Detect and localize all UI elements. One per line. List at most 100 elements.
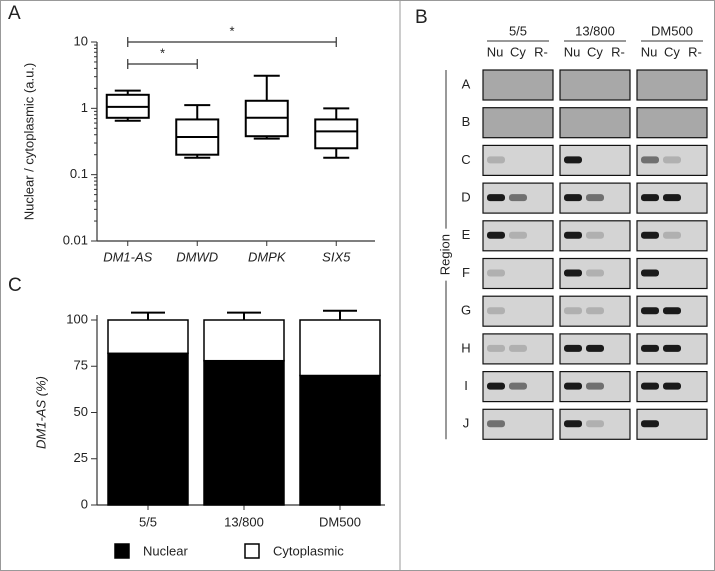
gel-band (586, 420, 604, 428)
bar-segment (203, 359, 285, 506)
gel-lane-box (559, 107, 631, 139)
gel-band (586, 269, 604, 277)
y-tick-label: 0 (81, 496, 88, 511)
gel-band (641, 156, 659, 164)
x-tick-label: 13/800 (224, 514, 264, 529)
row-label: I (464, 378, 468, 393)
gel-band (487, 269, 505, 277)
x-tick-label: DM500 (319, 514, 361, 529)
gel-band (586, 344, 604, 352)
gel-band (564, 269, 582, 277)
panel-letter: C (8, 275, 22, 296)
group-label: 5/5 (509, 23, 527, 38)
gel-band (564, 382, 582, 390)
gel-band (487, 344, 505, 352)
legend-swatch (114, 543, 130, 559)
group-label: DM500 (651, 23, 693, 38)
box (314, 118, 359, 150)
panel-letter: A (8, 3, 21, 24)
lane-label: Cy (587, 44, 603, 59)
gel-band (564, 307, 582, 315)
row-label: G (461, 303, 471, 318)
row-label: J (463, 416, 470, 431)
gel-band (641, 420, 659, 428)
lane-label: Cy (664, 44, 680, 59)
gel-lane-box (636, 69, 708, 101)
gel-band (586, 307, 604, 315)
row-label: D (461, 190, 470, 205)
x-tick-label: DMWD (176, 249, 218, 264)
lane-label: Nu (641, 44, 658, 59)
gel-band (564, 344, 582, 352)
gel-band (663, 156, 681, 164)
gel-band (509, 344, 527, 352)
group-label: 13/800 (575, 23, 615, 38)
legend-swatch (244, 543, 260, 559)
y-tick-label: 0.1 (70, 166, 88, 181)
gel-lane-box (636, 107, 708, 139)
bar-segment (203, 319, 285, 362)
lane-label: Nu (487, 44, 504, 59)
y-axis-label: Nuclear / cytoplasmic (a.u.) (21, 63, 36, 221)
lane-label: R- (611, 44, 625, 59)
x-tick-label: DM1-AS (103, 249, 152, 264)
gel-lane-box (482, 69, 554, 101)
gel-band (663, 307, 681, 315)
y-tick-label: 50 (74, 404, 88, 419)
y-tick-label: 100 (66, 311, 88, 326)
panel-letter: B (415, 7, 428, 28)
y-tick-label: 25 (74, 450, 88, 465)
bar-segment (299, 374, 381, 506)
row-label: C (461, 152, 470, 167)
gel-band (509, 382, 527, 390)
x-tick-label: 5/5 (139, 514, 157, 529)
row-label: A (462, 76, 471, 91)
y-tick-label: 75 (74, 358, 88, 373)
gel-band (663, 382, 681, 390)
y-tick-label: 1 (81, 100, 88, 115)
lane-label: R- (534, 44, 548, 59)
gel-band (641, 269, 659, 277)
gel-band (586, 231, 604, 239)
x-tick-label: SIX5 (322, 249, 351, 264)
x-tick-label: DMPK (248, 249, 287, 264)
gel-band (487, 307, 505, 315)
gel-band (509, 231, 527, 239)
y-tick-label: 10 (74, 33, 88, 48)
gel-lane-box (482, 107, 554, 139)
gel-band (641, 382, 659, 390)
lane-label: R- (688, 44, 702, 59)
row-label: E (462, 227, 471, 242)
gel-lane-box (559, 69, 631, 101)
region-label: Region (437, 234, 452, 275)
legend-label: Cytoplasmic (273, 543, 344, 558)
bar-segment (299, 319, 381, 377)
bar-segment (107, 352, 189, 506)
y-axis-label: DM1-AS (%) (33, 376, 48, 449)
row-label: F (462, 265, 470, 280)
gel-band (487, 156, 505, 164)
gel-band (586, 194, 604, 202)
gel-band (564, 231, 582, 239)
gel-band (663, 344, 681, 352)
y-tick-label: 0.01 (63, 232, 88, 247)
gel-band (487, 382, 505, 390)
gel-band (564, 156, 582, 164)
gel-band (487, 194, 505, 202)
gel-band (509, 194, 527, 202)
gel-band (641, 231, 659, 239)
legend-label: Nuclear (143, 543, 188, 558)
gel-band (564, 420, 582, 428)
gel-band (487, 420, 505, 428)
gel-band (564, 194, 582, 202)
gel-band (663, 231, 681, 239)
gel-band (487, 231, 505, 239)
gel-band (641, 194, 659, 202)
lane-label: Cy (510, 44, 526, 59)
significance-label: * (229, 23, 234, 38)
bar-segment (107, 319, 189, 355)
gel-band (663, 194, 681, 202)
lane-label: Nu (564, 44, 581, 59)
